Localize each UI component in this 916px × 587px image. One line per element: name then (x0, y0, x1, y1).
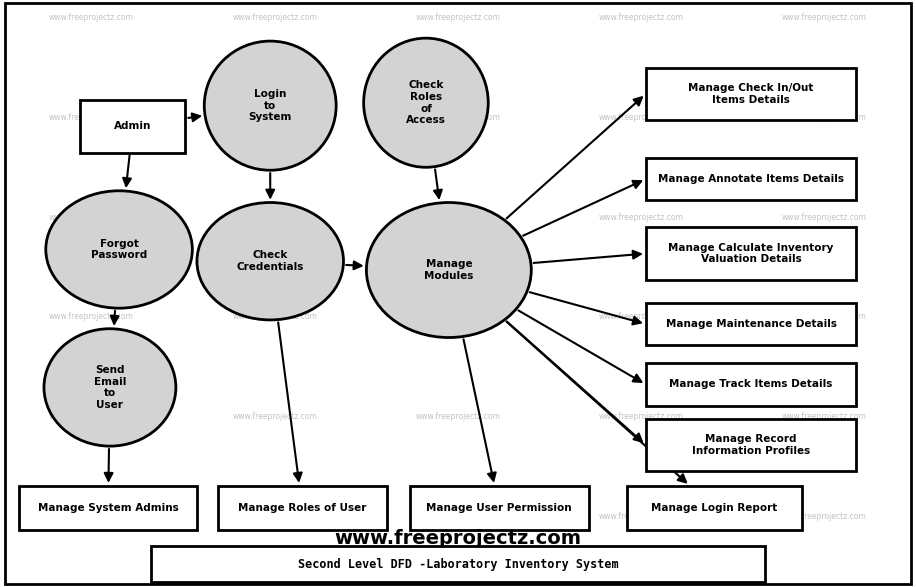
Text: Check
Credentials: Check Credentials (236, 251, 304, 272)
FancyBboxPatch shape (18, 486, 198, 529)
Ellipse shape (366, 203, 531, 338)
Text: Manage User Permission: Manage User Permission (427, 502, 572, 513)
Text: www.freeprojectz.com: www.freeprojectz.com (49, 512, 134, 521)
Text: www.freeprojectz.com: www.freeprojectz.com (49, 412, 134, 421)
Ellipse shape (204, 41, 336, 170)
Text: www.freeprojectz.com: www.freeprojectz.com (233, 412, 317, 421)
Text: www.freeprojectz.com: www.freeprojectz.com (599, 13, 683, 22)
FancyBboxPatch shape (646, 68, 856, 120)
Text: www.freeprojectz.com: www.freeprojectz.com (782, 412, 867, 421)
FancyBboxPatch shape (627, 486, 802, 529)
FancyBboxPatch shape (646, 227, 856, 280)
Text: www.freeprojectz.com: www.freeprojectz.com (599, 512, 683, 521)
Text: Manage Annotate Items Details: Manage Annotate Items Details (658, 174, 845, 184)
Text: Manage Maintenance Details: Manage Maintenance Details (666, 319, 836, 329)
Text: www.freeprojectz.com: www.freeprojectz.com (782, 13, 867, 22)
Text: www.freeprojectz.com: www.freeprojectz.com (416, 312, 500, 322)
Text: Second Level DFD -Laboratory Inventory System: Second Level DFD -Laboratory Inventory S… (298, 558, 618, 571)
Text: www.freeprojectz.com: www.freeprojectz.com (233, 312, 317, 322)
Text: Manage Login Report: Manage Login Report (651, 502, 778, 513)
Text: Login
to
System: Login to System (248, 89, 292, 122)
Text: www.freeprojectz.com: www.freeprojectz.com (49, 113, 134, 122)
Text: Manage Check In/Out
Items Details: Manage Check In/Out Items Details (689, 83, 813, 104)
Text: www.freeprojectz.com: www.freeprojectz.com (599, 412, 683, 421)
FancyBboxPatch shape (218, 486, 387, 529)
Text: www.freeprojectz.com: www.freeprojectz.com (416, 212, 500, 222)
Text: www.freeprojectz.com: www.freeprojectz.com (782, 212, 867, 222)
Ellipse shape (44, 329, 176, 446)
FancyBboxPatch shape (646, 363, 856, 406)
Text: www.freeprojectz.com: www.freeprojectz.com (416, 113, 500, 122)
Text: www.freeprojectz.com: www.freeprojectz.com (782, 113, 867, 122)
Ellipse shape (46, 191, 192, 308)
Text: Manage Record
Information Profiles: Manage Record Information Profiles (692, 434, 811, 456)
Text: www.freeprojectz.com: www.freeprojectz.com (782, 512, 867, 521)
Text: Manage System Admins: Manage System Admins (38, 502, 179, 513)
Text: www.freeprojectz.com: www.freeprojectz.com (49, 312, 134, 322)
Text: Check
Roles
of
Access: Check Roles of Access (406, 80, 446, 125)
Text: Manage Calculate Inventory
Valuation Details: Manage Calculate Inventory Valuation Det… (669, 243, 834, 264)
Text: www.freeprojectz.com: www.freeprojectz.com (233, 212, 317, 222)
FancyBboxPatch shape (80, 100, 185, 153)
FancyBboxPatch shape (410, 486, 589, 529)
Text: www.freeprojectz.com: www.freeprojectz.com (599, 113, 683, 122)
Text: Manage Track Items Details: Manage Track Items Details (670, 379, 833, 390)
Text: www.freeprojectz.com: www.freeprojectz.com (599, 312, 683, 322)
Text: Admin: Admin (114, 121, 151, 131)
Text: www.freeprojectz.com: www.freeprojectz.com (416, 412, 500, 421)
FancyBboxPatch shape (646, 158, 856, 200)
Text: www.freeprojectz.com: www.freeprojectz.com (416, 512, 500, 521)
Text: www.freeprojectz.com: www.freeprojectz.com (233, 113, 317, 122)
Ellipse shape (364, 38, 488, 167)
Text: www.freeprojectz.com: www.freeprojectz.com (416, 13, 500, 22)
Text: www.freeprojectz.com: www.freeprojectz.com (782, 312, 867, 322)
Text: www.freeprojectz.com: www.freeprojectz.com (49, 212, 134, 222)
Text: Send
Email
to
User: Send Email to User (93, 365, 126, 410)
Text: Manage Roles of User: Manage Roles of User (238, 502, 366, 513)
Text: www.freeprojectz.com: www.freeprojectz.com (233, 13, 317, 22)
FancyBboxPatch shape (151, 546, 765, 582)
Ellipse shape (197, 203, 344, 320)
Text: www.freeprojectz.com: www.freeprojectz.com (233, 512, 317, 521)
FancyBboxPatch shape (646, 303, 856, 345)
Text: www.freeprojectz.com: www.freeprojectz.com (49, 13, 134, 22)
Text: Forgot
Password: Forgot Password (91, 239, 147, 260)
Text: Manage
Modules: Manage Modules (424, 259, 474, 281)
Text: www.freeprojectz.com: www.freeprojectz.com (334, 529, 582, 548)
Text: www.freeprojectz.com: www.freeprojectz.com (599, 212, 683, 222)
FancyBboxPatch shape (646, 419, 856, 471)
